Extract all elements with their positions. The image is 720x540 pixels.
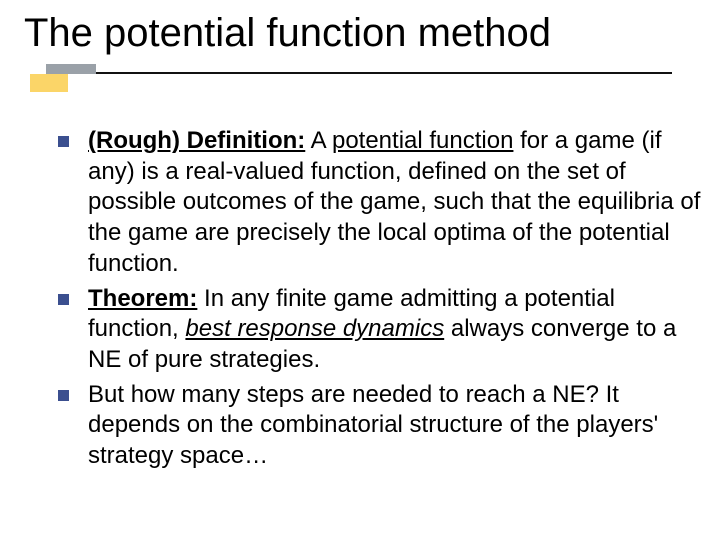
slide-body: (Rough) Definition: A potential function… xyxy=(0,92,720,472)
title-accent xyxy=(24,64,696,92)
bullet-text: A xyxy=(305,127,332,154)
bullet-item: Theorem: In any finite game admitting a … xyxy=(58,284,702,376)
title-area: The potential function method xyxy=(0,0,720,92)
slide: The potential function method (Rough) De… xyxy=(0,0,720,540)
bullet-text: But how many steps are needed to reach a… xyxy=(88,381,658,469)
slide-title: The potential function method xyxy=(24,10,696,62)
bullet-lead: (Rough) Definition: xyxy=(88,127,305,154)
accent-yellow-box xyxy=(30,74,68,92)
bullet-item: (Rough) Definition: A potential function… xyxy=(58,126,702,280)
accent-gray-box xyxy=(46,64,96,74)
bullet-underline: potential function xyxy=(332,127,513,154)
title-rule xyxy=(46,72,672,74)
bullet-lead: Theorem: xyxy=(88,285,197,312)
bullet-emph: best response dynamics xyxy=(185,315,444,342)
bullet-item: But how many steps are needed to reach a… xyxy=(58,380,702,472)
bullet-list: (Rough) Definition: A potential function… xyxy=(58,126,702,472)
